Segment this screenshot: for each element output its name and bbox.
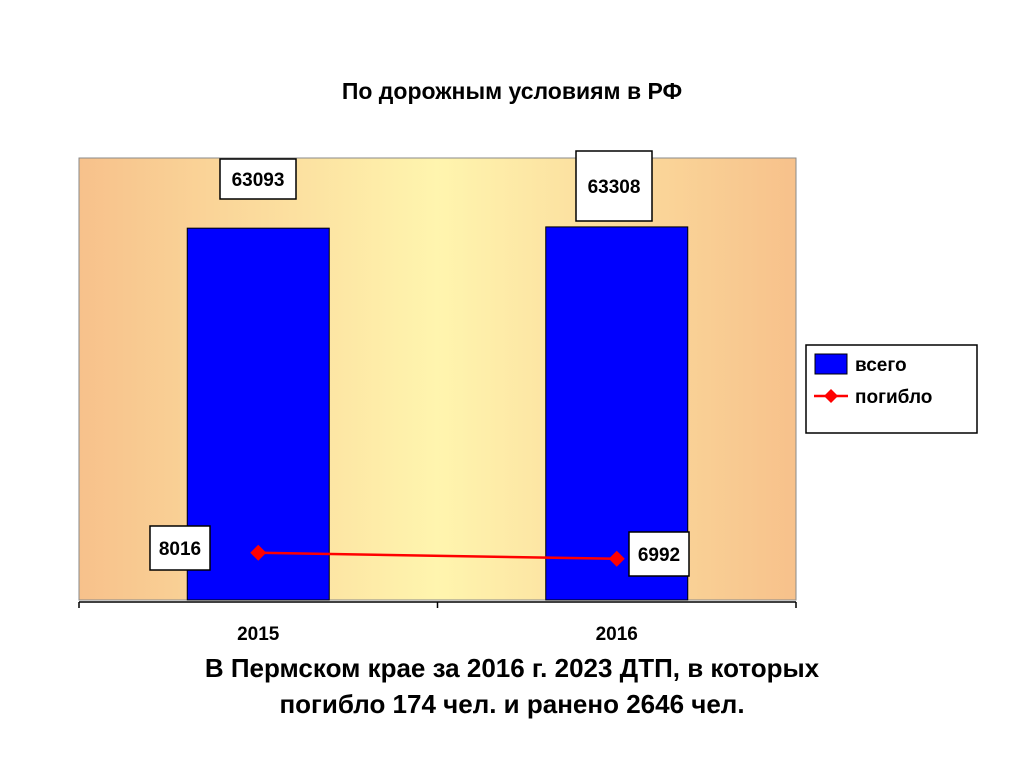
data-label-bar-2015-box [219,158,297,200]
legend-marker-pogiblo [824,389,838,403]
data-label-bar-2016-box [575,150,653,222]
caption-line-2: погибло 174 чел. и ранено 2646 чел. [279,689,745,719]
legend-swatch-vsego [814,353,848,375]
data-label-bar-2016-text: 63308 [588,177,641,198]
data-label-bar-2015: 63093 [219,158,297,200]
data-label-line-2015-box [149,525,211,571]
legend-label-vsego: всего [855,355,907,376]
data-label-line-2016: 6992 [628,531,690,577]
data-label-bar-2015-text: 63093 [232,170,285,191]
data-label-line-2016-box [628,531,690,577]
data-label-line-2015-text: 8016 [159,539,201,560]
data-label-line-2016-text: 6992 [638,545,680,566]
line-series-pogiblo [258,551,617,561]
x-tick-label-2016: 2016 [596,624,638,645]
bar-2015 [186,227,330,601]
caption: В Пермском крае за 2016 г. 2023 ДТП, в к… [0,650,1024,722]
caption-line-1: В Пермском крае за 2016 г. 2023 ДТП, в к… [204,653,820,683]
x-tick-label-2015: 2015 [237,624,280,645]
chart-title: По дорожным условиям в РФ [341,78,683,104]
data-label-line-2015: 8016 [149,525,211,571]
data-label-bar-2016: 63308 [575,150,653,222]
line-point-2015 [250,544,267,561]
line-point-2016 [608,550,625,567]
legend-label-pogiblo: погибло [855,387,932,408]
